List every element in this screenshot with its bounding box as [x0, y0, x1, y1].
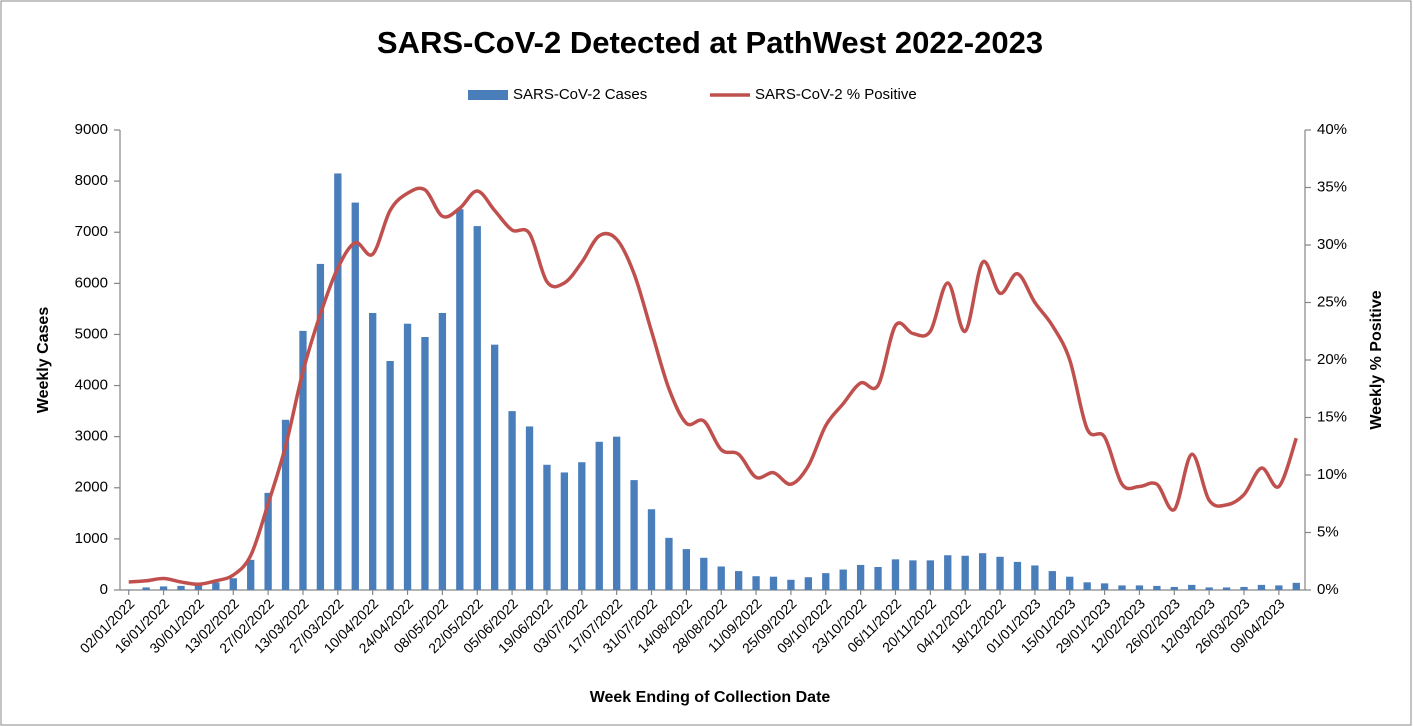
bar [595, 441, 603, 590]
bar [421, 337, 429, 590]
bar [177, 585, 185, 590]
bar [647, 509, 656, 590]
bar [1257, 584, 1266, 590]
legend-swatch [468, 90, 508, 100]
y-tick-label: 6000 [75, 274, 108, 291]
bar [212, 582, 220, 590]
bar [734, 571, 743, 590]
bar [351, 202, 359, 591]
y2-tick-label: 0% [1317, 581, 1339, 598]
y-tick-label: 0 [100, 581, 108, 598]
bar [578, 462, 586, 590]
bar [891, 559, 900, 590]
bar [281, 419, 290, 590]
bar [316, 263, 325, 590]
bar [159, 586, 168, 590]
bar [612, 436, 621, 590]
bar [874, 567, 882, 590]
bar [229, 578, 237, 590]
bar [334, 173, 342, 590]
bar [856, 564, 865, 590]
bar [926, 560, 934, 590]
chart-title: SARS-CoV-2 Detected at PathWest 2022-202… [377, 25, 1043, 60]
bar [1083, 582, 1091, 590]
y2-tick-label: 40% [1317, 121, 1347, 138]
bar [804, 577, 813, 590]
y-tick-label: 3000 [75, 428, 108, 445]
bar [1066, 576, 1074, 590]
y2-tick-label: 5% [1317, 523, 1339, 540]
bar [822, 573, 830, 590]
line [128, 186, 1298, 587]
bar [1240, 586, 1248, 590]
bar [491, 344, 499, 590]
bar [456, 209, 464, 590]
bar [1292, 582, 1300, 590]
bar [787, 579, 795, 590]
bar [1153, 585, 1161, 590]
bar [1188, 584, 1196, 590]
legend-label: SARS-CoV-2 % Positive [755, 86, 917, 103]
y2-tick-label: 30% [1317, 236, 1347, 253]
y2-tick-label: 15% [1317, 408, 1347, 425]
bar [299, 330, 307, 590]
bar [839, 569, 847, 590]
bar [438, 312, 447, 590]
bar [717, 566, 725, 590]
y2-tick-label: 20% [1317, 351, 1347, 368]
y2-tick-label: 25% [1317, 293, 1347, 310]
bar [978, 553, 987, 590]
y-tick-label: 9000 [75, 121, 108, 138]
bar [386, 361, 394, 590]
bar [1275, 585, 1283, 590]
bar [944, 555, 952, 590]
y-tick-label: 4000 [75, 377, 108, 394]
bar [1031, 565, 1039, 590]
y-tick-label: 1000 [75, 530, 108, 547]
bar [769, 576, 778, 590]
bar [909, 560, 917, 590]
bar [403, 323, 412, 590]
y-tick-label: 7000 [75, 223, 108, 240]
bar [752, 576, 760, 590]
x-axis-title: Week Ending of Collection Date [590, 689, 831, 706]
bar [560, 472, 569, 590]
bar [525, 426, 534, 590]
bar [264, 492, 272, 590]
bar [1205, 587, 1213, 590]
bar [125, 589, 133, 590]
bar [1118, 585, 1126, 590]
bar [1100, 583, 1109, 590]
bar [996, 556, 1004, 590]
bar [543, 464, 551, 590]
bar [961, 555, 969, 590]
y-tick-label: 5000 [75, 325, 108, 342]
bar [1048, 571, 1056, 590]
y-tick-label: 8000 [75, 172, 108, 189]
bar [1222, 587, 1231, 590]
bar [1170, 586, 1178, 590]
bar [369, 312, 377, 590]
bar [682, 549, 691, 590]
y2-axis-title: Weekly % Positive [1368, 290, 1385, 429]
bar [665, 537, 673, 590]
bar [700, 557, 708, 590]
bar [630, 480, 638, 590]
legend-label: SARS-CoV-2 Cases [513, 86, 647, 103]
y2-tick-label: 10% [1317, 466, 1347, 483]
bar [473, 226, 481, 591]
y-tick-label: 2000 [75, 479, 108, 496]
bar [1013, 561, 1022, 590]
bar [194, 584, 203, 590]
bar [247, 559, 255, 590]
y2-tick-label: 35% [1317, 178, 1347, 195]
bar [1135, 585, 1144, 590]
bar [142, 587, 150, 590]
y-axis-title: Weekly Cases [35, 307, 52, 414]
bar [508, 411, 516, 590]
